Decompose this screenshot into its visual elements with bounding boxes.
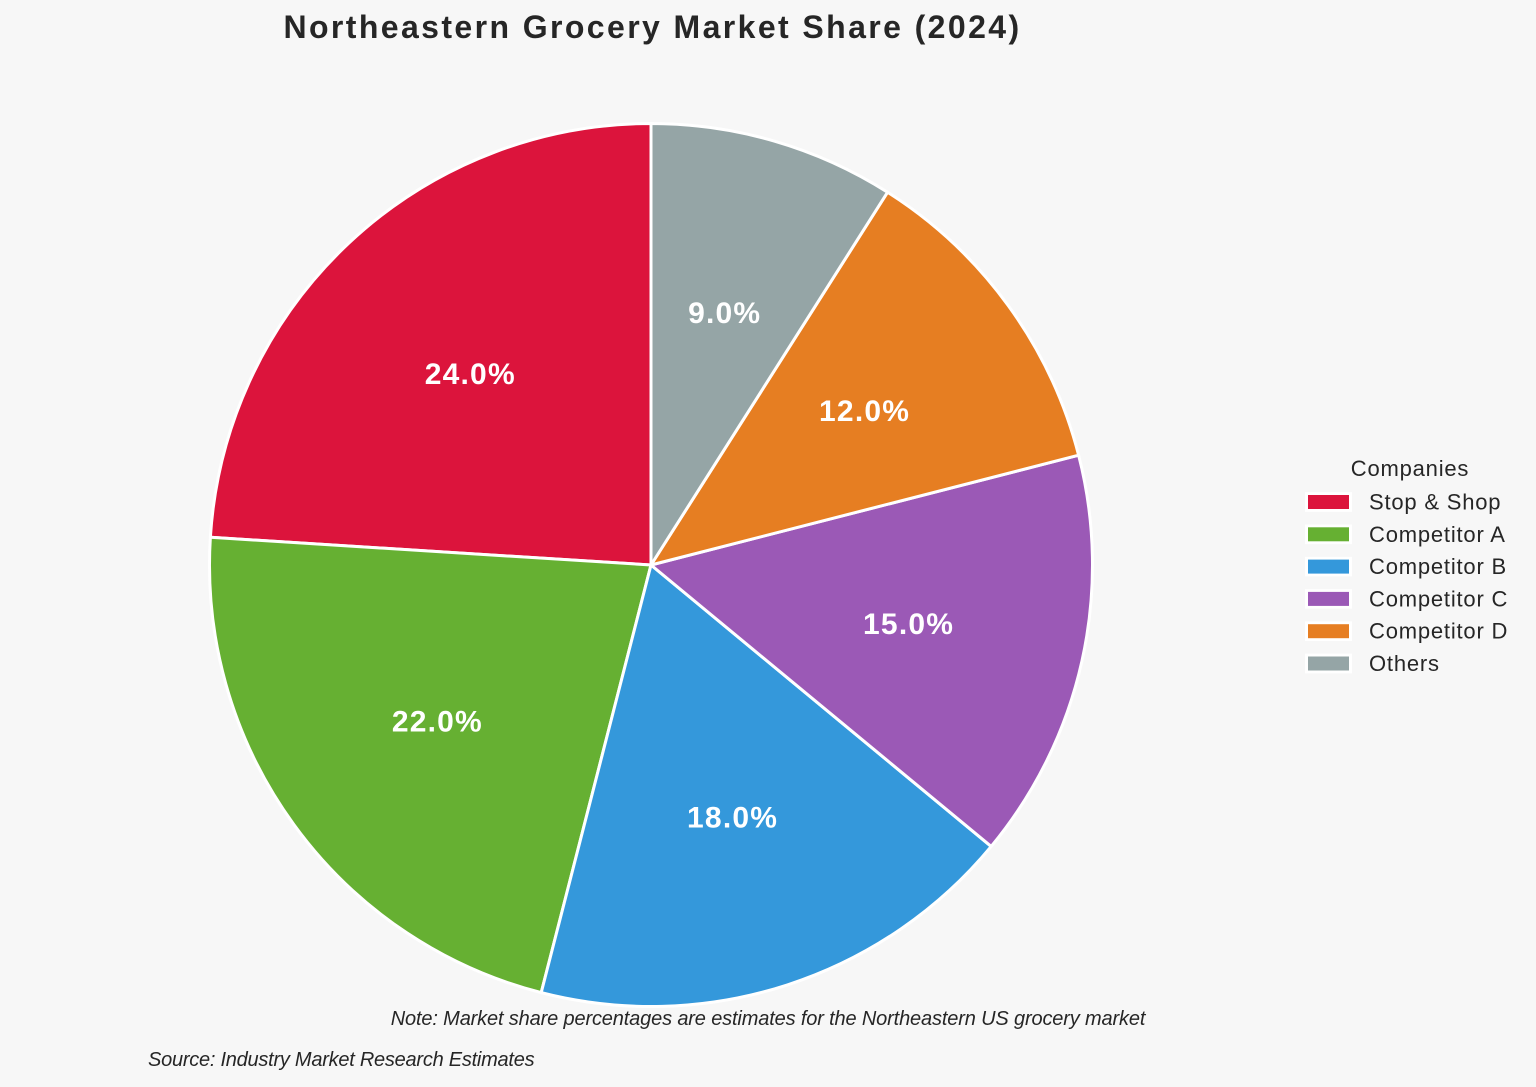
svg-text:Companies: Companies — [1351, 456, 1469, 481]
svg-text:24.0%: 24.0% — [425, 358, 516, 391]
svg-text:Competitor D: Competitor D — [1369, 619, 1508, 644]
svg-text:18.0%: 18.0% — [687, 802, 778, 835]
svg-text:15.0%: 15.0% — [863, 608, 954, 641]
svg-text:Stop & Shop: Stop & Shop — [1369, 490, 1501, 515]
svg-text:12.0%: 12.0% — [819, 395, 910, 428]
svg-text:9.0%: 9.0% — [688, 297, 761, 330]
svg-text:Competitor C: Competitor C — [1369, 586, 1508, 611]
svg-text:Competitor B: Competitor B — [1369, 554, 1507, 579]
svg-text:Competitor A: Competitor A — [1369, 522, 1506, 547]
svg-text:22.0%: 22.0% — [392, 706, 483, 739]
svg-text:Others: Others — [1369, 651, 1440, 676]
